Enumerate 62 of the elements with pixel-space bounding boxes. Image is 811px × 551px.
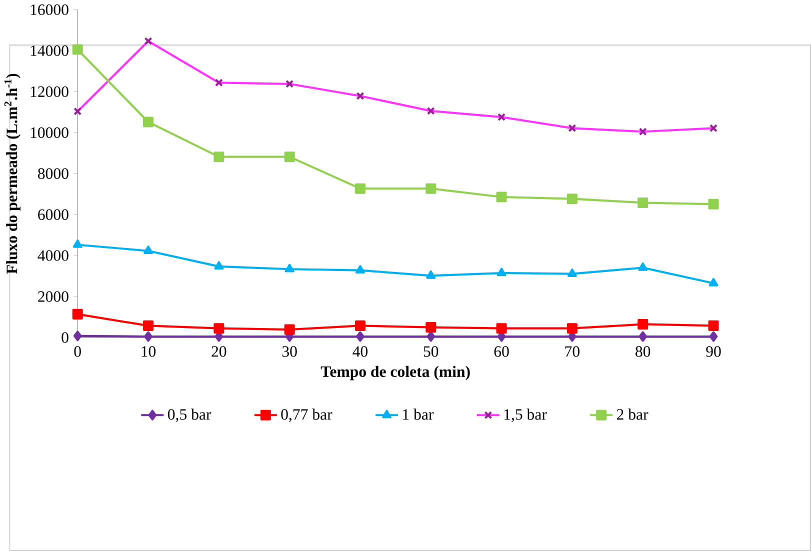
point [638, 318, 648, 330]
point [356, 331, 364, 342]
point [72, 44, 83, 55]
x-tick-label: 40 [352, 346, 368, 357]
point [709, 331, 718, 342]
point [638, 331, 648, 342]
point [566, 323, 578, 334]
x-tick-label: 50 [424, 346, 438, 357]
point [142, 320, 154, 331]
point [638, 262, 648, 271]
y-tick-label: 10000 [30, 127, 68, 138]
x-tick-label: 0 [74, 346, 81, 357]
point [638, 197, 648, 208]
point [142, 116, 154, 128]
point [72, 239, 82, 248]
y-tick-label: 4000 [38, 250, 68, 261]
point [708, 198, 719, 210]
x-axis-title: Tempo de coleta (min) [320, 366, 470, 380]
point [426, 183, 436, 194]
point [426, 331, 436, 342]
x-tick-label: 80 [636, 346, 650, 357]
point [426, 322, 436, 333]
x-tick-label: 70 [565, 346, 580, 357]
point [144, 331, 152, 342]
point [354, 183, 366, 194]
x-tick-label: 20 [212, 346, 226, 357]
point [284, 324, 295, 335]
legend-label: 1,5 bar [504, 408, 547, 422]
point [496, 192, 507, 202]
x-tick-label: 30 [282, 346, 297, 357]
point [426, 270, 436, 279]
y-tick-label: 0 [62, 332, 68, 343]
y-tick-label: 8000 [38, 168, 68, 179]
point [214, 152, 224, 162]
point [214, 261, 224, 270]
legend-label: 1 bar [403, 408, 434, 420]
y-tick-label: 12000 [30, 86, 68, 97]
point [356, 265, 365, 274]
y-axis-title: Fluxo do permeado (L.m$^{2}$.h$^{-1}$) [4, 74, 20, 274]
x-tick-label: 10 [142, 346, 156, 357]
point [354, 320, 366, 331]
legend-label: 0,77 bar [281, 408, 332, 422]
point [214, 323, 224, 334]
point [73, 330, 82, 342]
y-tick-label: 16000 [30, 4, 68, 16]
legend-label: 0,5 bar [168, 408, 212, 422]
point [566, 194, 578, 204]
y-tick-label: 2000 [38, 291, 68, 302]
x-tick-label: 90 [706, 346, 721, 357]
point [708, 320, 719, 331]
point [496, 268, 506, 276]
point [568, 268, 577, 277]
legend-label: 2 bar [617, 408, 648, 420]
point [284, 264, 294, 272]
point [144, 246, 153, 254]
point [72, 308, 83, 320]
y-tick-label: 6000 [38, 209, 68, 220]
point [496, 323, 507, 334]
point [708, 278, 718, 286]
y-tick-label: 14000 [30, 45, 68, 56]
x-tick-label: 60 [494, 346, 509, 357]
point [284, 152, 295, 162]
